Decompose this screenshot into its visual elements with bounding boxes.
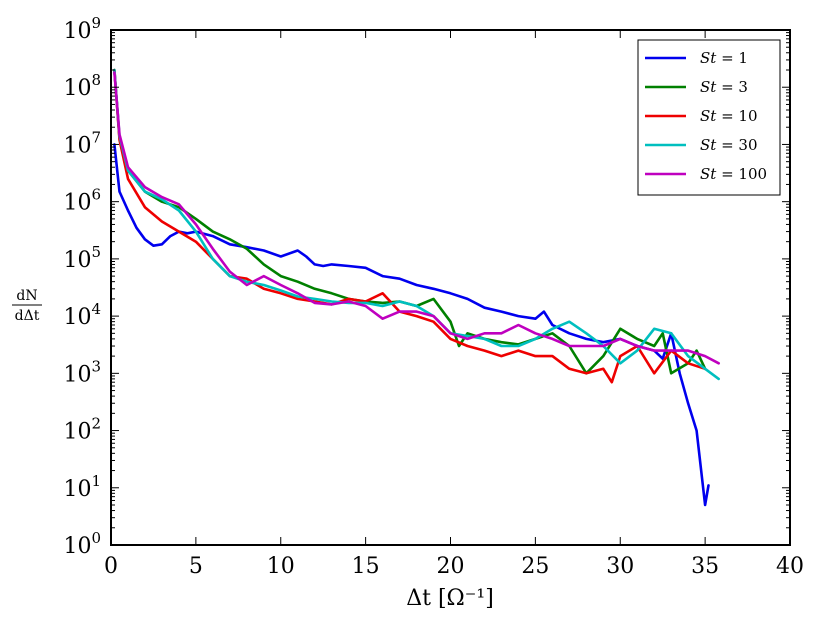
legend-entry: St = 100 <box>700 165 767 183</box>
legend-entry: St = 10 <box>700 107 758 125</box>
series-layer <box>113 68 721 507</box>
legend-frame <box>637 39 781 196</box>
y-tick-label: 102 <box>63 415 101 445</box>
y-tick-label: 103 <box>63 357 101 387</box>
legend-entry: St = 3 <box>700 78 748 96</box>
x-tick-label: 25 <box>521 554 549 579</box>
y-tick-label: 107 <box>63 128 101 158</box>
tick-labels-layer: 0 5 10 15 20 25 30 35 40 100 101 102 103 104 105 106 107… <box>63 14 804 579</box>
x-tick-label: 5 <box>189 554 203 579</box>
legend-entry: St = 1 <box>700 49 748 67</box>
y-tick-label: 106 <box>63 186 101 216</box>
y-tick-label: 109 <box>63 14 101 44</box>
x-tick-label: 35 <box>691 554 719 579</box>
legend-entry: St = 30 <box>700 136 758 154</box>
x-tick-label: 20 <box>437 554 465 579</box>
legend: St = 1 St = 3 St = 10 St = 30 St = 100 <box>637 39 781 196</box>
y-tick-label: 108 <box>63 71 101 101</box>
series-line-4 <box>113 71 721 365</box>
x-tick-label: 10 <box>267 554 295 579</box>
ticks-layer <box>110 29 791 546</box>
x-tick-label: 40 <box>776 554 804 579</box>
x-tick-label: 15 <box>352 554 380 579</box>
y-axis-label: dN dΔt <box>12 288 42 324</box>
series-line-3 <box>113 68 721 381</box>
x-tick-label: 0 <box>104 554 118 579</box>
series-line-2 <box>113 68 707 384</box>
y-axis-label-denominator: dΔt <box>15 308 40 324</box>
y-axis-label-numerator: dN <box>16 288 37 304</box>
series-line-1 <box>113 68 707 375</box>
x-axis-label: Δt [Ω⁻¹] <box>406 586 494 611</box>
y-tick-label: 104 <box>63 300 101 330</box>
y-tick-label: 101 <box>63 472 101 502</box>
y-tick-label: 100 <box>63 529 101 559</box>
x-tick-label: 30 <box>606 554 634 579</box>
y-tick-label: 105 <box>63 243 101 273</box>
